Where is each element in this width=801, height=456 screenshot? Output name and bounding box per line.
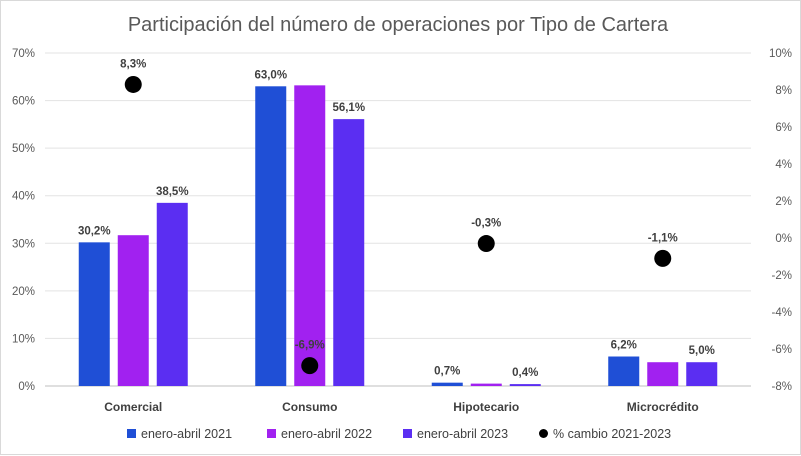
primary-y-tick: 0% (18, 381, 35, 393)
bar-2-2 (294, 85, 326, 386)
primary-y-tick: 70% (12, 48, 35, 60)
bar-1-2 (255, 86, 287, 387)
primary-y-tick: 30% (12, 238, 35, 250)
bar-3-1 (156, 202, 188, 386)
legend-marker (539, 429, 548, 438)
bar-1-4 (608, 356, 640, 386)
category-axis: Comercial Consumo Hipotecario Microcrédito (104, 400, 699, 414)
bar-value-label: 5,0% (689, 345, 715, 357)
change-label: 8,3% (120, 58, 146, 70)
change-label: -1,1% (648, 232, 678, 244)
secondary-y-tick: 10% (769, 48, 792, 60)
category-label: Hipotecario (453, 400, 519, 414)
primary-y-tick: 50% (12, 143, 35, 155)
bar-value-label: 6,2% (611, 340, 637, 352)
secondary-y-tick: 6% (775, 122, 792, 134)
primary-y-tick: 10% (12, 333, 35, 345)
secondary-y-tick: -6% (772, 344, 792, 356)
secondary-y-tick: -2% (772, 270, 792, 282)
bar-2-1 (117, 235, 149, 386)
secondary-y-tick: 8% (775, 85, 792, 97)
primary-y-tick: 20% (12, 286, 35, 298)
secondary-y-tick: -4% (772, 307, 792, 319)
bar-value-label: 0,4% (512, 367, 538, 379)
bar-value-label: 30,2% (78, 225, 111, 237)
change-marker (301, 357, 319, 375)
change-label: -0,3% (471, 218, 501, 230)
gridlines (45, 52, 751, 387)
primary-y-axis: 0% 10% 20% 30% 40% 50% 60% 70% (12, 48, 35, 393)
primary-y-tick: 40% (12, 191, 35, 203)
secondary-y-tick: 0% (775, 233, 792, 245)
legend-swatch (403, 429, 412, 438)
category-label: Microcrédito (627, 400, 699, 414)
legend-swatch (127, 429, 136, 438)
primary-y-tick: 60% (12, 96, 35, 108)
secondary-y-tick: -8% (772, 381, 792, 393)
category-label: Consumo (282, 400, 337, 414)
bar-3-4 (686, 362, 718, 386)
bar-2-3 (470, 383, 502, 386)
change-markers (124, 75, 672, 375)
bar-1-1 (78, 242, 110, 386)
bar-1-3 (431, 382, 463, 386)
bar-3-3 (509, 384, 541, 386)
change-marker (654, 249, 672, 267)
chart-title: Participación del número de operaciones … (128, 14, 669, 36)
legend-label: % cambio 2021-2023 (553, 427, 671, 441)
secondary-y-tick: 4% (775, 159, 792, 171)
legend-swatch (267, 429, 276, 438)
legend-label: enero-abril 2021 (141, 427, 232, 441)
legend-label: enero-abril 2023 (417, 427, 508, 441)
bar-value-label: 38,5% (156, 186, 189, 198)
change-marker (477, 235, 495, 253)
legend: enero-abril 2021 enero-abril 2022 enero-ab… (127, 427, 671, 441)
bar-3-2 (333, 119, 365, 387)
bar-2-4 (647, 362, 679, 386)
bar-value-label: 0,7% (434, 366, 460, 378)
data-labels: 8,3% -6,9% -0,3% -1,1% 30,2% 38,5% 63,0% 56,1% 0… (78, 58, 715, 379)
bar-value-label: 63,0% (254, 69, 287, 81)
secondary-y-axis: -8% -6% -4% -2% 0% 2% 4% 6% 8% 10% (769, 48, 792, 393)
bar-value-label: 56,1% (332, 102, 365, 114)
bars (78, 85, 718, 387)
legend-label: enero-abril 2022 (281, 427, 372, 441)
change-marker (124, 75, 142, 93)
change-label: -6,9% (295, 340, 325, 352)
secondary-y-tick: 2% (775, 196, 792, 208)
category-label: Comercial (104, 400, 162, 414)
